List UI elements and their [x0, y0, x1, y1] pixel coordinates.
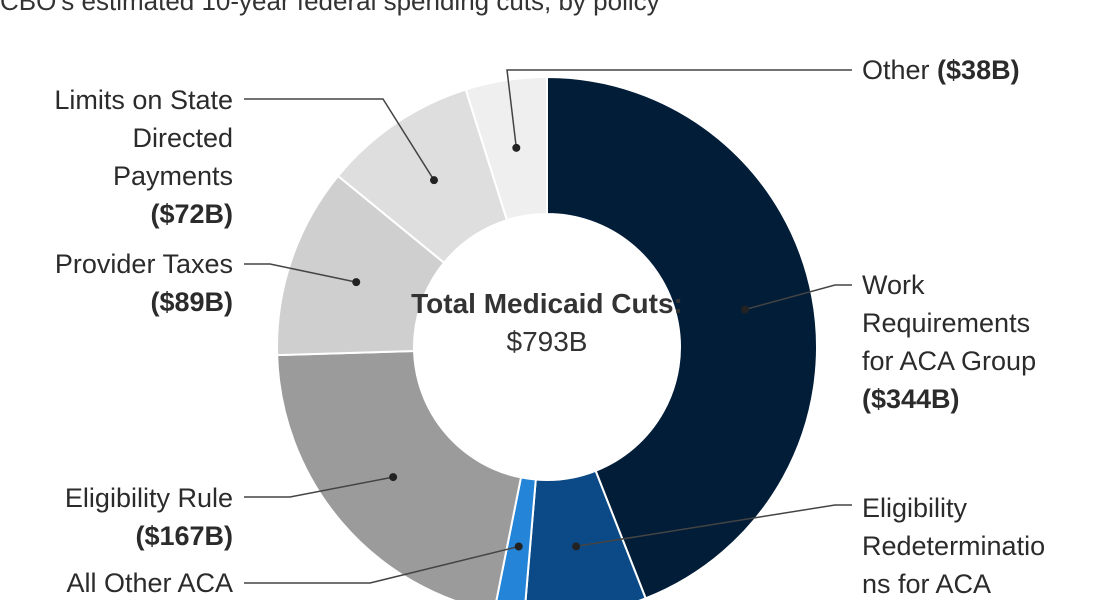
- center-total: Total Medicaid Cuts: $793B: [407, 285, 687, 361]
- label-all-other-aca: All Other ACA: [66, 564, 233, 602]
- label-sdp-value: ($72B): [150, 199, 233, 229]
- center-total-value: $793B: [506, 326, 588, 357]
- label-sdp-line2: Directed: [132, 123, 233, 153]
- label-redet-line3: ns for ACA: [862, 569, 992, 599]
- dot-work: [740, 305, 749, 314]
- dot-redet: [572, 542, 581, 551]
- label-other: Other ($38B): [862, 51, 1020, 89]
- leader-work: [744, 284, 852, 311]
- slice-provider: [276, 174, 446, 357]
- slice-elig: [276, 349, 523, 600]
- donut-slices: [276, 75, 818, 600]
- label-other-value: ($38B): [937, 55, 1020, 85]
- chart-subtitle: CBO's estimated 10-year federal spending…: [0, 0, 660, 16]
- label-work-line3: for ACA Group: [862, 346, 1037, 376]
- label-elig-value: ($167B): [135, 521, 233, 551]
- label-work-line2: Requirements: [862, 308, 1031, 338]
- slice-work: [546, 75, 818, 600]
- leader-other: [506, 69, 852, 148]
- center-total-title: Total Medicaid Cuts:: [411, 288, 683, 319]
- label-work-line1: Work: [862, 270, 925, 300]
- label-other-name: Other: [862, 55, 930, 85]
- label-eligibility-redeterminations: Eligibility Redeterminatio ns for ACA: [862, 489, 1045, 603]
- label-redet-line1: Eligibility: [862, 493, 968, 523]
- dot-acaother: [514, 542, 523, 551]
- leader-sdp: [244, 98, 435, 181]
- label-elig-name: Eligibility Rule: [64, 483, 233, 513]
- leader-elig: [244, 476, 394, 498]
- label-work-value: ($344B): [862, 384, 960, 414]
- label-provider-taxes: Provider Taxes ($89B): [55, 245, 233, 321]
- leader-acaother: [244, 545, 519, 584]
- label-sdp-line3: Payments: [112, 161, 233, 191]
- label-provider-name: Provider Taxes: [54, 249, 233, 279]
- dot-provider: [352, 278, 361, 287]
- label-state-directed-payments: Limits on State Directed Payments ($72B): [54, 81, 233, 233]
- slice-other: [464, 75, 548, 222]
- label-eligibility-rule: Eligibility Rule ($167B): [65, 479, 233, 555]
- leader-lines: [244, 69, 852, 584]
- label-provider-value: ($89B): [150, 287, 233, 317]
- label-redet-line2: Redeterminatio: [862, 531, 1046, 561]
- dot-elig: [389, 473, 398, 482]
- dot-other: [512, 143, 521, 152]
- label-acaother-name: All Other ACA: [66, 568, 233, 598]
- label-work-requirements: Work Requirements for ACA Group ($344B): [862, 266, 1036, 418]
- leader-redet: [575, 504, 852, 548]
- dot-sdp: [430, 176, 439, 185]
- slice-redet: [524, 469, 647, 600]
- leader-provider: [244, 263, 357, 283]
- label-sdp-line1: Limits on State: [54, 85, 233, 115]
